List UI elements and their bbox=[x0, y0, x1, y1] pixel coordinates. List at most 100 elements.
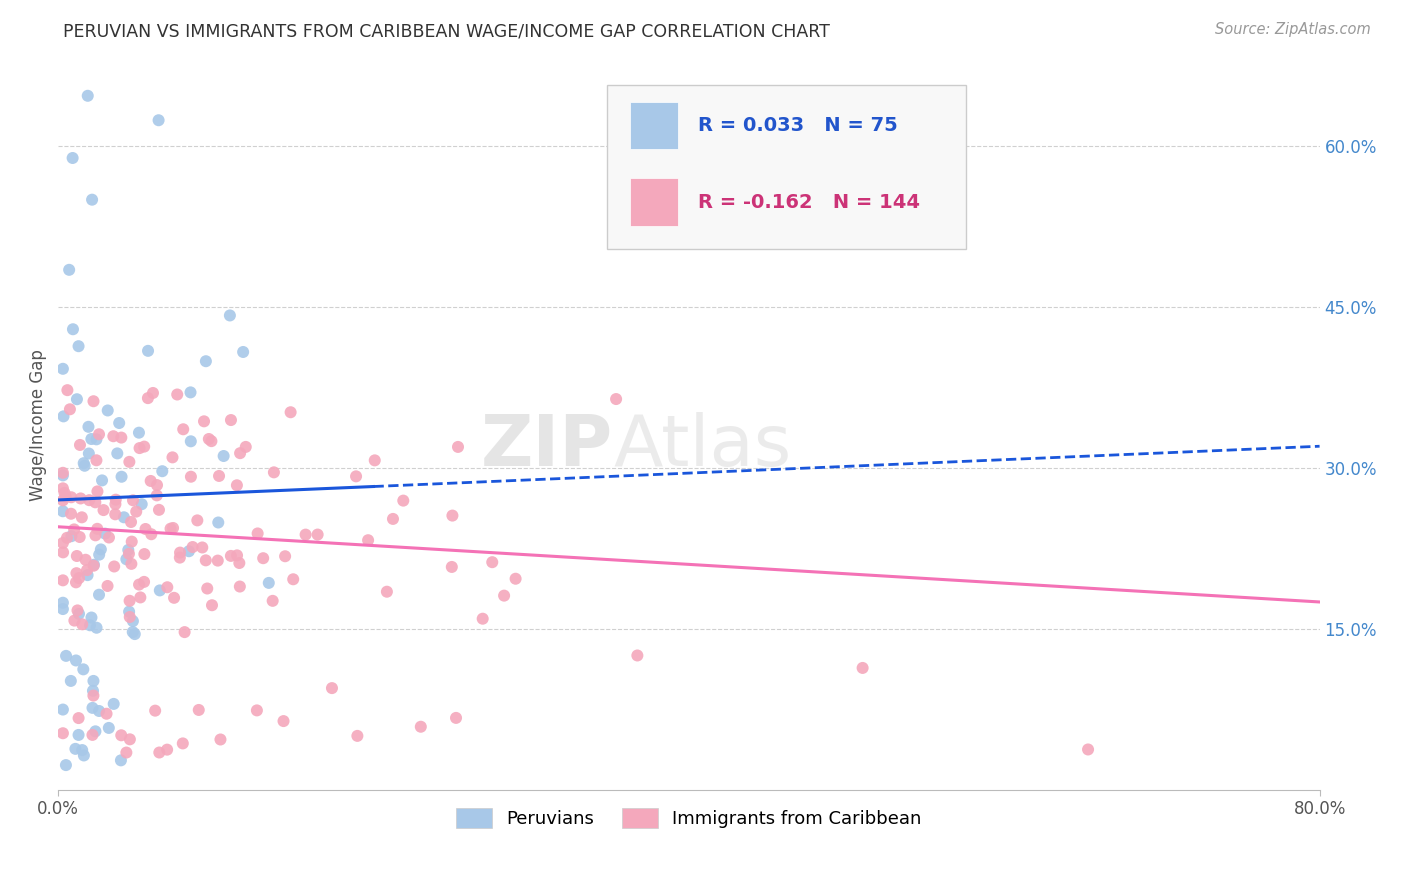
Point bbox=[86, 522, 108, 536]
Point bbox=[120, 557, 142, 571]
Point bbox=[232, 345, 254, 359]
Point bbox=[96, 706, 118, 721]
Legend: Peruvians, Immigrants from Caribbean: Peruvians, Immigrants from Caribbean bbox=[449, 800, 929, 836]
Point bbox=[97, 721, 120, 735]
Point bbox=[346, 729, 368, 743]
Point bbox=[55, 490, 77, 504]
Point bbox=[209, 732, 232, 747]
Point bbox=[83, 558, 105, 573]
Bar bbox=[630, 178, 678, 226]
Point bbox=[257, 575, 280, 590]
Point bbox=[52, 536, 75, 550]
Point bbox=[229, 580, 252, 594]
Point bbox=[63, 614, 86, 628]
Point bbox=[86, 484, 108, 499]
Point bbox=[149, 583, 172, 598]
Point bbox=[136, 391, 159, 405]
Point bbox=[82, 673, 104, 688]
Point bbox=[128, 425, 150, 440]
Point bbox=[82, 683, 104, 698]
Point bbox=[110, 753, 132, 767]
Point bbox=[63, 523, 86, 537]
Text: PERUVIAN VS IMMIGRANTS FROM CARIBBEAN WAGE/INCOME GAP CORRELATION CHART: PERUVIAN VS IMMIGRANTS FROM CARIBBEAN WA… bbox=[63, 22, 830, 40]
Point bbox=[134, 522, 156, 536]
Point bbox=[262, 594, 284, 608]
Point bbox=[169, 550, 191, 565]
Point bbox=[375, 584, 398, 599]
Point bbox=[72, 662, 94, 676]
Bar bbox=[630, 102, 678, 149]
Point bbox=[112, 510, 135, 524]
Point bbox=[108, 416, 131, 430]
Text: ZIP: ZIP bbox=[481, 412, 613, 481]
Point bbox=[117, 543, 139, 558]
Point bbox=[121, 625, 143, 640]
Point bbox=[134, 547, 156, 561]
Point bbox=[122, 493, 145, 508]
Point bbox=[392, 493, 415, 508]
Point bbox=[82, 394, 104, 409]
Point bbox=[84, 495, 107, 509]
Point bbox=[118, 455, 141, 469]
Point bbox=[86, 621, 108, 635]
Point bbox=[321, 681, 343, 695]
Point bbox=[87, 704, 110, 718]
Point bbox=[97, 531, 120, 545]
Point bbox=[208, 469, 231, 483]
Point bbox=[52, 602, 75, 616]
Point bbox=[65, 575, 87, 590]
Point bbox=[505, 572, 527, 586]
Point bbox=[52, 468, 75, 483]
Point bbox=[52, 574, 75, 588]
Point bbox=[80, 610, 103, 624]
Point bbox=[52, 504, 75, 518]
Point bbox=[180, 434, 202, 449]
Point bbox=[471, 612, 494, 626]
Point bbox=[357, 533, 380, 548]
Point bbox=[52, 481, 75, 495]
Text: R = -0.162   N = 144: R = -0.162 N = 144 bbox=[697, 193, 920, 211]
Point bbox=[67, 711, 90, 725]
Point bbox=[246, 703, 269, 717]
Point bbox=[55, 648, 77, 663]
Point bbox=[172, 736, 194, 750]
Point bbox=[139, 474, 162, 488]
Point bbox=[56, 531, 79, 545]
Point bbox=[212, 449, 235, 463]
Point bbox=[129, 591, 152, 605]
Point bbox=[66, 549, 89, 563]
Point bbox=[180, 469, 202, 483]
Point bbox=[382, 512, 405, 526]
Point bbox=[76, 568, 98, 582]
Point bbox=[86, 433, 108, 447]
Point bbox=[235, 440, 257, 454]
Point bbox=[73, 748, 96, 763]
Point bbox=[162, 450, 184, 465]
Point bbox=[198, 432, 221, 446]
Point bbox=[97, 403, 120, 417]
Point bbox=[172, 422, 194, 436]
Point bbox=[52, 545, 75, 559]
Point bbox=[173, 625, 195, 640]
Point bbox=[128, 577, 150, 591]
Point bbox=[83, 558, 105, 572]
Point bbox=[146, 478, 169, 492]
Point bbox=[104, 497, 127, 511]
Point bbox=[115, 746, 138, 760]
Point bbox=[131, 497, 153, 511]
Point bbox=[118, 605, 141, 619]
Point bbox=[169, 546, 191, 560]
Point bbox=[444, 711, 467, 725]
Point bbox=[141, 527, 163, 541]
Point bbox=[67, 607, 90, 621]
Point bbox=[195, 582, 218, 596]
Point bbox=[77, 446, 100, 460]
Point bbox=[60, 507, 83, 521]
Point bbox=[86, 453, 108, 467]
Point bbox=[67, 339, 90, 353]
Point bbox=[52, 493, 75, 508]
Point bbox=[82, 728, 104, 742]
Point bbox=[228, 556, 250, 570]
Point bbox=[105, 446, 128, 460]
Point bbox=[494, 589, 516, 603]
